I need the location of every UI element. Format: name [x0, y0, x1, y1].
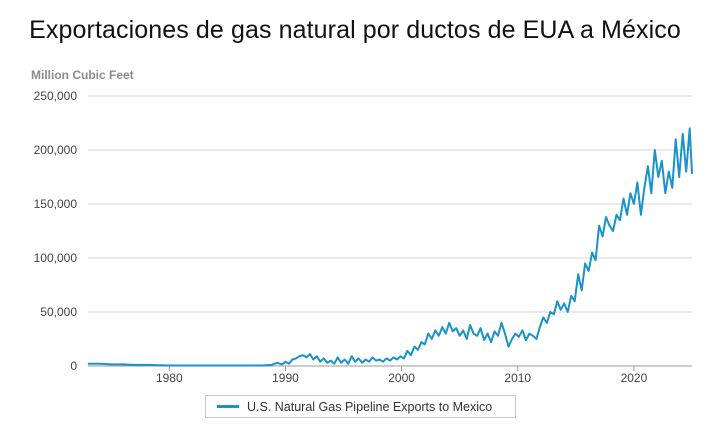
series-line	[88, 127, 693, 367]
x-tick-label: 2010	[504, 371, 531, 385]
y-tick-label: 150,000	[34, 197, 78, 211]
x-tick-label: 2000	[388, 371, 415, 385]
grid-lines	[88, 95, 692, 371]
x-tick-label: 1990	[272, 371, 299, 385]
x-tick-label: 2020	[621, 371, 648, 385]
y-tick-label: 50,000	[40, 305, 77, 319]
page-title: Exportaciones de gas natural por ductos …	[29, 16, 681, 44]
chart-legend: U.S. Natural Gas Pipeline Exports to Mex…	[205, 395, 516, 418]
y-tick-labels: 0 50,000 100,000 150,000 200,000 250,000	[34, 89, 78, 373]
y-tick-label: 0	[70, 359, 77, 373]
series-group	[88, 127, 693, 367]
legend-label: U.S. Natural Gas Pipeline Exports to Mex…	[247, 399, 493, 414]
y-tick-label: 100,000	[34, 251, 78, 265]
legend-swatch	[217, 405, 239, 408]
y-axis-label: Million Cubic Feet	[31, 68, 134, 82]
x-tick-label: 1980	[156, 371, 183, 385]
y-tick-label: 250,000	[34, 89, 78, 103]
x-tick-labels: 1980 1990 2000 2010 2020	[156, 371, 648, 385]
y-tick-label: 200,000	[34, 143, 78, 157]
